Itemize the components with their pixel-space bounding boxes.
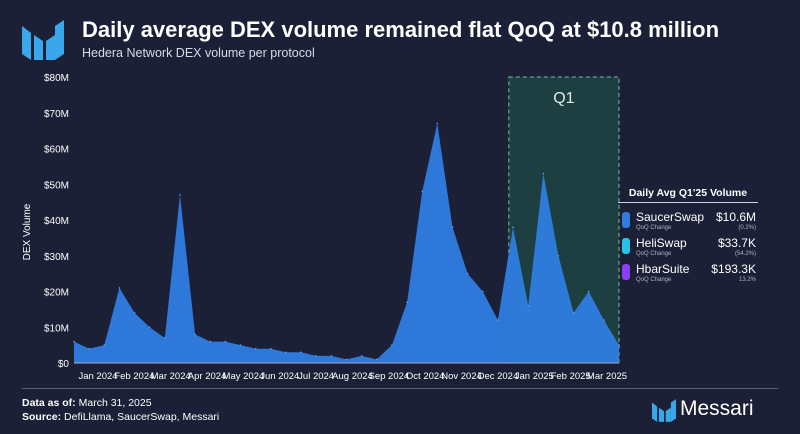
- data-point: [572, 312, 575, 314]
- q1-highlight-label: Q1: [553, 90, 574, 107]
- data-point: [73, 340, 75, 343]
- legend-swatch: [622, 238, 630, 254]
- data-point: [239, 344, 242, 346]
- data-point: [482, 290, 484, 293]
- y-tick-label: $30M: [44, 252, 69, 263]
- data-point: [133, 312, 136, 314]
- data-point: [360, 355, 363, 357]
- legend-change: (0.2%): [738, 225, 756, 231]
- data-as-of: Data as of: March 31, 2025: [22, 397, 152, 409]
- data-point: [466, 272, 469, 275]
- data-point: [421, 190, 424, 193]
- data-point: [391, 344, 393, 346]
- legend-value: $193.3K: [711, 262, 756, 276]
- data-point: [209, 340, 212, 343]
- x-tick-label: Jan 2025: [515, 371, 554, 382]
- x-tick-label: Jun 2024: [260, 371, 299, 382]
- x-tick-label: Mar 2024: [151, 371, 191, 382]
- x-tick-label: Jul 2024: [298, 371, 334, 382]
- y-tick-label: $60M: [44, 145, 69, 156]
- y-tick-label: $0: [58, 359, 70, 370]
- data-point: [164, 337, 166, 339]
- x-tick-label: Oct 2024: [406, 371, 445, 382]
- data-point: [557, 255, 560, 257]
- messari-logo-icon: [22, 20, 64, 60]
- data-point: [118, 287, 121, 289]
- y-tick-label: $50M: [44, 180, 69, 191]
- y-tick-label: $20M: [44, 288, 69, 299]
- data-point: [270, 347, 272, 350]
- y-tick-label: $10M: [44, 323, 69, 334]
- data-point: [587, 290, 590, 293]
- messari-brand-icon: [652, 399, 676, 422]
- legend-change: 13.2%: [738, 277, 756, 283]
- data-point: [376, 358, 378, 361]
- data-point: [512, 226, 514, 228]
- data-point: [300, 351, 302, 354]
- data-point: [527, 305, 529, 307]
- data-point: [315, 355, 318, 357]
- data-point: [345, 358, 348, 361]
- footer-divider: [22, 388, 778, 389]
- legend-value: $10.6M: [715, 210, 756, 224]
- legend-change: (54.2%): [734, 251, 756, 257]
- data-point: [194, 333, 196, 336]
- data-point: [148, 326, 151, 329]
- data-point: [224, 340, 227, 343]
- x-tick-label: Dec 2024: [478, 371, 519, 382]
- source-line: Source: DefiLlama, SaucerSwap, Messari: [22, 411, 219, 423]
- x-tick-label: Feb 2025: [551, 371, 591, 382]
- x-tick-label: Nov 2024: [441, 371, 482, 382]
- x-tick-label: Mar 2025: [587, 371, 627, 382]
- data-point: [603, 319, 605, 321]
- legend-item-heliswap: HeliSwap QoQ Change $33.7K (54.2%): [618, 235, 758, 261]
- legend-swatch: [622, 264, 630, 280]
- data-point: [406, 301, 408, 304]
- x-tick-label: Jan 2024: [78, 371, 117, 382]
- source-label: Source:: [22, 411, 62, 423]
- legend-value: $33.7K: [717, 236, 756, 250]
- y-tick-label: $80M: [44, 73, 69, 84]
- legend-name: SaucerSwap: [636, 210, 705, 224]
- data-point: [497, 319, 499, 321]
- legend: Daily Avg Q1'25 Volume SaucerSwap QoQ Ch…: [618, 187, 758, 287]
- legend-name: HeliSwap: [636, 236, 687, 250]
- data-point: [179, 194, 181, 196]
- series-area-saucerswap: [74, 123, 619, 363]
- chart-title: Daily average DEX volume remained flat Q…: [82, 17, 720, 42]
- data-as-of-value: March 31, 2025: [78, 397, 152, 409]
- data-point: [436, 122, 439, 125]
- y-axis-label: DEX Volume: [22, 203, 33, 260]
- x-tick-label: Sep 2024: [369, 371, 410, 382]
- data-point: [542, 172, 545, 175]
- legend-item-hbarsuite: HbarSuite QoQ Change $193.3K 13.2%: [618, 261, 758, 287]
- chart-subtitle: Hedera Network DEX volume per protocol: [82, 46, 315, 60]
- data-point: [285, 351, 287, 354]
- legend-swatch: [622, 212, 630, 228]
- x-tick-label: Apr 2024: [188, 371, 227, 382]
- legend-name: HbarSuite: [636, 262, 690, 276]
- source-value: DefiLlama, SaucerSwap, Messari: [64, 411, 220, 423]
- brand-logo: Messari: [652, 397, 782, 423]
- legend-title: Daily Avg Q1'25 Volume: [618, 187, 758, 203]
- legend-item-saucerswap: SaucerSwap QoQ Change $10.6M (0.2%): [618, 209, 758, 235]
- data-point: [618, 344, 620, 346]
- x-tick-label: Feb 2024: [114, 371, 154, 382]
- data-point: [254, 347, 257, 350]
- x-tick-label: Aug 2024: [332, 371, 373, 382]
- legend-sub: QoQ Change: [636, 225, 672, 231]
- legend-sub: QoQ Change: [636, 251, 672, 257]
- data-as-of-label: Data as of:: [22, 397, 76, 409]
- data-point: [330, 355, 333, 357]
- y-tick-label: $70M: [44, 109, 69, 120]
- y-tick-label: $40M: [44, 216, 69, 227]
- x-tick-label: May 2024: [223, 371, 265, 382]
- data-point: [103, 344, 106, 346]
- data-point: [451, 226, 454, 228]
- data-point: [88, 347, 90, 350]
- legend-sub: QoQ Change: [636, 277, 672, 283]
- brand-name: Messari: [680, 397, 754, 420]
